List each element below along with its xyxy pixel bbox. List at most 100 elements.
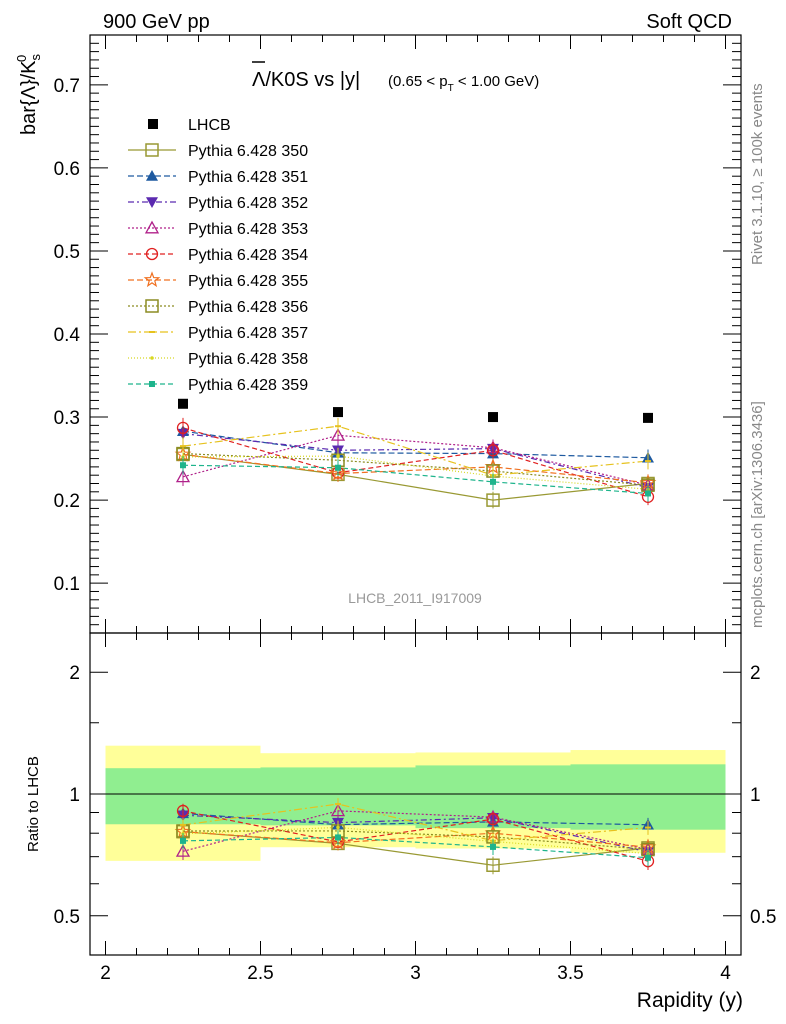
legend-label: Pythia 6.428 353 <box>188 221 308 238</box>
svg-text:(0.65 < pT < 1.00 GeV): (0.65 < pT < 1.00 GeV) <box>388 73 539 94</box>
data-uncertainty-bands <box>90 745 741 861</box>
series-356-ratio-line <box>182 830 649 851</box>
analysis-label: LHCB_2011_I917009 <box>348 590 482 606</box>
ylabel-text: bar{Λ}/K <box>18 60 40 135</box>
legend-item: Pythia 6.428 357 <box>128 325 308 342</box>
legend-label: Pythia 6.428 359 <box>188 377 308 394</box>
title-cut: (0.65 < p <box>388 73 448 90</box>
series-354-point <box>486 444 500 457</box>
y-tick-label: 0.7 <box>54 76 80 97</box>
legend-label: Pythia 6.428 356 <box>188 299 308 316</box>
legend: LHCB Pythia 6.428 350 Pythia 6.428 351 Pyth… <box>128 117 308 394</box>
legend-item: Pythia 6.428 355 <box>128 271 308 290</box>
legend-marker <box>146 170 158 181</box>
series-359-ratio-point <box>645 854 651 861</box>
ratio-tick-label-right: 1 <box>750 785 761 806</box>
series-351-line <box>182 430 649 459</box>
legend-label: Pythia 6.428 355 <box>188 273 308 290</box>
mc-series-lines <box>182 425 649 866</box>
series-359-point <box>180 462 186 469</box>
legend-item: Pythia 6.428 350 <box>128 143 308 160</box>
legend-marker <box>146 197 158 208</box>
series-355-ratio-line <box>182 831 649 848</box>
legend-item: Pythia 6.428 351 <box>128 169 308 186</box>
series-359-point <box>335 464 341 471</box>
axis-ticks: 2 2.5 3 3.5 4 0.1 0.2 0.3 0.4 0.5 0.6 0.7 0.5 0.5 1 1 2 2 <box>54 35 776 984</box>
series-357-ratio-line <box>182 803 649 842</box>
legend-item: Pythia 6.428 353 <box>128 220 308 238</box>
series-355-point <box>329 464 347 481</box>
x-tick-label: 4 <box>720 963 731 984</box>
legend-label: Pythia 6.428 357 <box>188 325 308 342</box>
side-label-top: Rivet 3.1.10, ≥ 100k events <box>749 83 766 265</box>
legend-label: Pythia 6.428 354 <box>188 247 308 264</box>
legend-marker <box>148 119 158 129</box>
x-tick-label: 2 <box>100 963 111 984</box>
side-label-bottom: mcplots.cern.ch [arXiv:1306.3436] <box>749 401 766 628</box>
series-359-point <box>490 478 496 485</box>
ratio-tick-label-right: 0.5 <box>750 907 776 928</box>
series-350-ratio-point <box>486 858 500 872</box>
series-351-ratio-line <box>182 812 649 826</box>
legend-marker <box>149 381 155 387</box>
y-tick-label: 0.1 <box>54 574 80 595</box>
header-left: 900 GeV pp <box>103 11 210 33</box>
lhcb-data-point <box>178 398 188 409</box>
series-359-line <box>182 464 649 495</box>
series-350-line <box>182 453 649 501</box>
series-359-point <box>645 490 651 497</box>
legend-item: Pythia 6.428 359 <box>128 377 308 394</box>
series-353-line <box>182 434 649 486</box>
series-357-line <box>182 425 649 476</box>
series-353-ratio-point <box>330 803 346 817</box>
svg-text:bar{Λ}/Ks0: bar{Λ}/Ks0 <box>14 53 43 135</box>
series-354-line <box>182 427 649 498</box>
series-353-point <box>175 469 191 483</box>
legend-item: Pythia 6.428 352 <box>128 195 308 212</box>
legend-item: LHCB <box>148 117 231 134</box>
series-355-ratio-point <box>329 833 347 850</box>
ratio-tick-label: 1 <box>69 785 80 806</box>
chart-markers <box>174 398 657 875</box>
series-358-line <box>182 455 649 490</box>
legend-label: Pythia 6.428 351 <box>188 169 308 186</box>
x-tick-label: 2.5 <box>247 963 273 984</box>
legend-marker <box>145 143 159 157</box>
legend-label: Pythia 6.428 352 <box>188 195 308 212</box>
ylabel-sup: 0 <box>14 55 29 62</box>
ratio-tick-label: 0.5 <box>54 907 80 928</box>
series-359-ratio-point <box>335 834 341 841</box>
lhcb-data-point <box>333 407 343 418</box>
y-tick-label: 0.3 <box>54 408 80 429</box>
series-355-line <box>182 453 649 484</box>
chart-title: Λ/K0S vs |y| (0.65 < pT < 1.00 GeV) <box>252 61 539 94</box>
legend-item: Pythia 6.428 354 <box>128 247 308 264</box>
series-356-line <box>182 453 649 486</box>
series-359-ratio-point <box>490 843 496 850</box>
y-tick-label: 0.5 <box>54 242 80 263</box>
y-tick-label: 0.2 <box>54 491 80 512</box>
x-tick-label: 3 <box>410 963 421 984</box>
legend-item: Pythia 6.428 358 <box>128 351 308 368</box>
legend-marker <box>143 271 161 288</box>
series-359-ratio-line <box>182 836 649 859</box>
xlabel: Rapidity (y) <box>637 989 743 1012</box>
x-tick-label: 3.5 <box>557 963 583 984</box>
legend-marker <box>144 220 160 234</box>
main-ylabel: bar{Λ}/Ks0 <box>14 53 43 135</box>
ratio-ylabel: Ratio to LHCB <box>25 756 42 852</box>
title-cut-end: < 1.00 GeV) <box>454 73 539 90</box>
series-358-ratio-point <box>336 825 340 830</box>
series-354-point <box>176 421 190 435</box>
series-353-point <box>330 427 346 441</box>
series-352-line <box>182 433 649 489</box>
series-354-ratio-point <box>176 804 190 818</box>
lhcb-data-point <box>643 412 653 423</box>
title-text: Λ/K0S vs |y| <box>252 69 360 91</box>
series-350-point <box>486 493 500 507</box>
legend-label: Pythia 6.428 358 <box>188 351 308 368</box>
legend-item: Pythia 6.428 356 <box>128 299 308 316</box>
lhcb-data-point <box>488 412 498 423</box>
header-right: Soft QCD <box>646 11 732 33</box>
y-tick-label: 0.6 <box>54 159 80 180</box>
